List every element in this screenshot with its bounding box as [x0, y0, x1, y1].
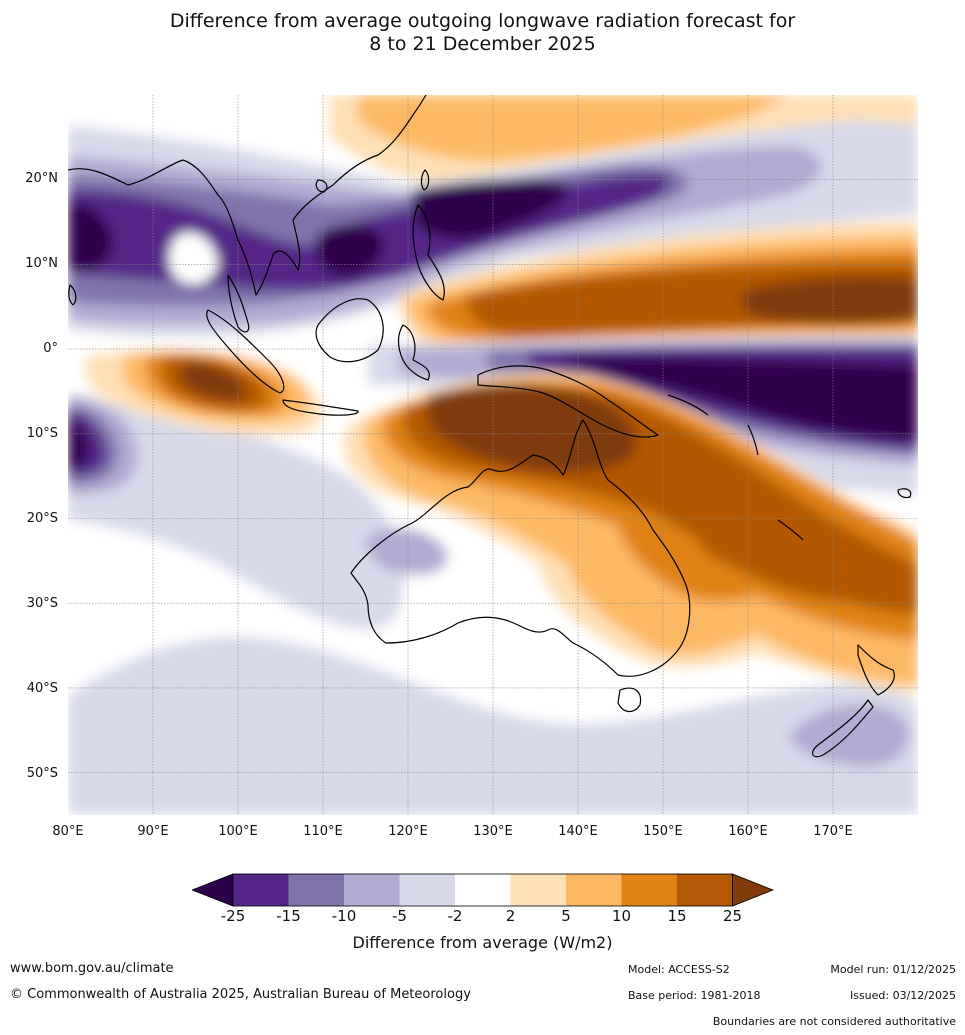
lon-label-110e: 110°E: [303, 824, 343, 839]
lon-label-140e: 140°E: [558, 824, 598, 839]
footer-copyright: © Commonwealth of Australia 2025, Austra…: [10, 987, 471, 1002]
coast-sulawesi: [397, 324, 430, 381]
lat-label-20n: 20°N: [25, 171, 58, 186]
lat-label-40s: 40°S: [26, 681, 58, 696]
colorbar-tick-2: -15: [276, 907, 301, 925]
colorbar-tick-4: -5: [392, 907, 407, 925]
colorbar-svg: [190, 873, 775, 907]
anomaly-west-indian-purple-deep: [68, 417, 89, 469]
colorbar-arrow-high: [732, 873, 775, 907]
coast-java: [282, 399, 359, 416]
lon-label-90e: 90°E: [137, 824, 169, 839]
colorbar-swatch-2: [288, 874, 344, 906]
colorbar-tick-1: -25: [220, 907, 246, 925]
lon-label-80e: 80°E: [52, 824, 84, 839]
colorbar-border: [232, 873, 733, 907]
colorbar-title: Difference from average (W/m2): [352, 933, 613, 952]
lon-label-130e: 130°E: [473, 824, 513, 839]
footer-model: Model: ACCESS-S2: [628, 963, 730, 976]
anomaly-bay-bengal-deep: [68, 204, 113, 271]
coast-new-guinea: [477, 365, 659, 438]
footer-model-run: Model run: 01/12/2025: [830, 963, 956, 976]
map-canvas: [68, 95, 918, 815]
coast-solomons: [667, 394, 709, 416]
anomaly-australia-orange-core: [428, 383, 636, 472]
coast-hainan: [315, 179, 328, 193]
coast-philippines: [412, 204, 445, 301]
anomaly-bengal-white: [168, 232, 218, 284]
lat-label-10s: 10°S: [26, 426, 58, 441]
colorbar-swatch-5: [455, 874, 511, 906]
footer-base-period: Base period: 1981-2018: [628, 989, 761, 1002]
coast-taiwan: [420, 169, 430, 191]
lon-label-100e: 100°E: [218, 824, 258, 839]
lon-label-160e: 160°E: [728, 824, 768, 839]
colorbar-swatch-6: [510, 874, 566, 906]
colorbar-swatch-4: [399, 874, 455, 906]
title-line-1: Difference from average outgoing longwav…: [169, 10, 796, 32]
colorbar-tick-8: 10: [611, 907, 632, 925]
coast-new-caledonia: [777, 519, 804, 541]
coast-nz-north: [857, 644, 895, 696]
colorbar-tick-6: 2: [505, 907, 516, 925]
coastlines: [68, 95, 912, 758]
colorbar-swatch-3: [344, 874, 400, 906]
coast-asia-mainland: [68, 95, 427, 296]
colorbar-swatch-1: [233, 874, 289, 906]
colorbar: [190, 873, 775, 907]
anomaly-eq-pacific-orange-core: [741, 277, 918, 325]
coast-fiji: [897, 488, 912, 499]
lat-label-0: 0°: [43, 341, 58, 356]
footer-issued: Issued: 03/12/2025: [849, 989, 956, 1002]
anomaly-south-pacific-purple-deep: [568, 357, 918, 440]
lon-label-170e: 170°E: [813, 824, 853, 839]
lat-label-30s: 30°S: [26, 596, 58, 611]
colorbar-tick-10: 25: [722, 907, 743, 925]
colorbar-swatch-7: [566, 874, 622, 906]
coast-borneo: [315, 298, 384, 363]
colorbar-tick-7: 5: [561, 907, 571, 925]
anomaly-tasman-orange-strong: [697, 525, 859, 601]
colorbar-arrow-low: [190, 873, 234, 907]
coast-australia: [350, 419, 691, 677]
lat-label-50s: 50°S: [26, 766, 58, 781]
coast-vanuatu: [747, 424, 759, 456]
graticule: [68, 95, 918, 815]
colorbar-tick-9: 15: [667, 907, 687, 925]
colorbar-swatch-8: [621, 874, 677, 906]
colorbar-swatch-9: [677, 874, 733, 906]
footer-disclaimer: Boundaries are not considered authoritat…: [712, 1015, 956, 1028]
coast-sumatra: [206, 309, 285, 394]
anomaly-nz-purple: [788, 703, 910, 768]
footer-url[interactable]: www.bom.gov.au/climate: [10, 961, 174, 976]
colorbar-tick-3: -10: [331, 907, 357, 925]
coast-sri-lanka: [68, 284, 77, 306]
anomaly-indian-ocean-light: [68, 395, 405, 630]
title-line-2: 8 to 21 December 2025: [369, 33, 596, 55]
lon-label-150e: 150°E: [643, 824, 683, 839]
chart-title: Difference from average outgoing longwav…: [0, 10, 965, 56]
coast-malay-peninsula: [227, 274, 250, 333]
anomaly-indian-orange-core: [180, 362, 247, 401]
anomaly-north-orange-core: [358, 95, 788, 161]
lat-label-10n: 10°N: [25, 256, 58, 271]
lon-label-120e: 120°E: [388, 824, 428, 839]
anomaly-wa-purple: [366, 527, 448, 575]
lat-label-20s: 20°S: [26, 511, 58, 526]
anomaly-scs-deep: [316, 224, 384, 276]
anomaly-map: [68, 95, 918, 815]
coast-nz-south: [811, 699, 874, 758]
colorbar-tick-5: -2: [447, 907, 463, 925]
anomaly-sw-white: [448, 606, 579, 667]
anomaly-philippine-sea-deep: [413, 179, 569, 239]
coast-tasmania: [617, 687, 642, 713]
